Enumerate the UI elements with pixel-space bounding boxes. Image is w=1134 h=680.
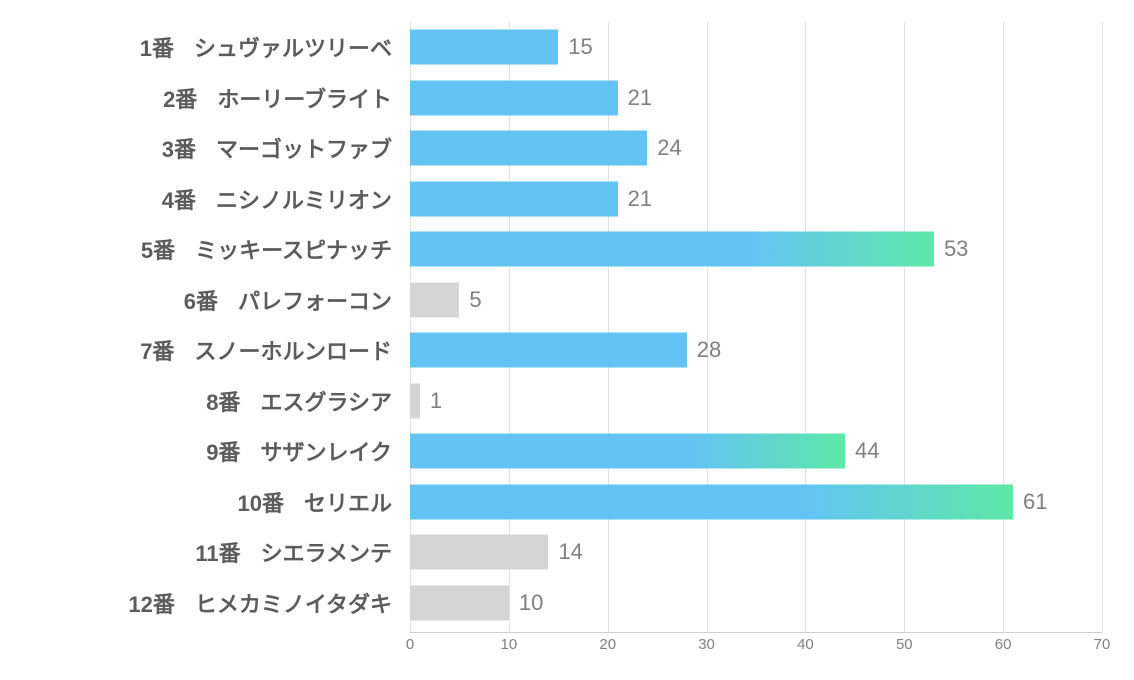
row-name: ミッキースピナッチ xyxy=(195,233,392,265)
bar xyxy=(410,282,459,317)
bar-value-label: 53 xyxy=(944,236,968,262)
bar xyxy=(410,131,647,166)
x-tick-label: 20 xyxy=(599,636,616,653)
bar-row: 7番スノーホルンロード28 xyxy=(410,325,1102,376)
bar-value-label: 14 xyxy=(558,539,582,565)
row-number: 2番 xyxy=(129,82,197,114)
bar-row: 1番シュヴァルツリーベ15 xyxy=(410,22,1102,73)
row-number: 9番 xyxy=(172,435,240,467)
row-label: 2番ホーリーブライト xyxy=(129,73,410,124)
row-number: 10番 xyxy=(216,486,284,518)
row-name: エスグラシア xyxy=(260,385,392,417)
x-tick-label: 0 xyxy=(406,636,414,653)
row-label: 4番ニシノルミリオン xyxy=(128,174,410,225)
row-number: 11番 xyxy=(173,536,241,568)
bar xyxy=(410,232,934,267)
bar-row: 8番エスグラシア1 xyxy=(410,376,1102,427)
row-name: シュヴァルツリーベ xyxy=(194,31,392,63)
bar-row: 3番マーゴットファブ24 xyxy=(410,123,1102,174)
bar xyxy=(410,181,618,216)
row-number: 5番 xyxy=(107,233,175,265)
row-label: 10番セリエル xyxy=(216,477,410,528)
bar-row: 10番セリエル61 xyxy=(410,477,1102,528)
bar-value-label: 21 xyxy=(628,186,652,212)
bar-row: 12番ヒメカミノイタダキ10 xyxy=(410,578,1102,629)
bar xyxy=(410,80,618,115)
row-label: 7番スノーホルンロード xyxy=(106,325,410,376)
bar-value-label: 24 xyxy=(657,135,681,161)
row-name: スノーホルンロード xyxy=(194,334,392,366)
row-label: 5番ミッキースピナッチ xyxy=(107,224,410,275)
bar-row: 4番ニシノルミリオン21 xyxy=(410,174,1102,225)
horizontal-bar-chart: 1番シュヴァルツリーベ152番ホーリーブライト213番マーゴットファブ244番ニ… xyxy=(0,0,1134,680)
bar xyxy=(410,434,845,469)
row-label: 9番サザンレイク xyxy=(172,426,410,477)
x-tick-label: 70 xyxy=(1094,636,1111,653)
row-name: ヒメカミノイタダキ xyxy=(195,587,392,619)
bar xyxy=(410,585,509,620)
bar-row: 11番シエラメンテ14 xyxy=(410,527,1102,578)
bar xyxy=(410,383,420,418)
x-tick-label: 40 xyxy=(797,636,814,653)
x-tick-label: 30 xyxy=(698,636,715,653)
bar-value-label: 28 xyxy=(697,337,721,363)
bar-value-label: 61 xyxy=(1023,489,1047,515)
row-number: 4番 xyxy=(128,183,196,215)
row-number: 12番 xyxy=(107,587,175,619)
row-label: 11番シエラメンテ xyxy=(173,527,410,578)
x-tick-label: 10 xyxy=(501,636,518,653)
bar-value-label: 44 xyxy=(855,438,879,464)
row-name: ニシノルミリオン xyxy=(216,183,392,215)
bar-row: 5番ミッキースピナッチ53 xyxy=(410,224,1102,275)
row-number: 6番 xyxy=(150,284,218,316)
row-number: 7番 xyxy=(106,334,174,366)
x-gridline xyxy=(1102,22,1103,632)
row-label: 8番エスグラシア xyxy=(172,376,410,427)
x-axis-line xyxy=(410,632,1102,633)
row-label: 3番マーゴットファブ xyxy=(128,123,410,174)
row-name: ホーリーブライト xyxy=(217,82,392,114)
row-label: 6番パレフォーコン xyxy=(150,275,410,326)
row-number: 1番 xyxy=(106,31,174,63)
bar-row: 2番ホーリーブライト21 xyxy=(410,73,1102,124)
bar-row: 6番パレフォーコン5 xyxy=(410,275,1102,326)
bar-value-label: 15 xyxy=(568,34,592,60)
bar xyxy=(410,30,558,65)
bar xyxy=(410,484,1013,519)
bar-value-label: 21 xyxy=(628,85,652,111)
bar-row: 9番サザンレイク44 xyxy=(410,426,1102,477)
bar xyxy=(410,333,687,368)
bar xyxy=(410,535,548,570)
row-name: シエラメンテ xyxy=(261,536,392,568)
bar-value-label: 10 xyxy=(519,590,543,616)
row-name: セリエル xyxy=(304,486,392,518)
bar-value-label: 5 xyxy=(469,287,481,313)
x-tick-label: 50 xyxy=(896,636,913,653)
row-name: サザンレイク xyxy=(260,435,392,467)
x-tick-label: 60 xyxy=(995,636,1012,653)
plot-area: 1番シュヴァルツリーベ152番ホーリーブライト213番マーゴットファブ244番ニ… xyxy=(410,22,1102,632)
row-number: 3番 xyxy=(128,132,196,164)
row-label: 1番シュヴァルツリーベ xyxy=(106,22,410,73)
row-name: マーゴットファブ xyxy=(216,132,392,164)
row-label: 12番ヒメカミノイタダキ xyxy=(107,578,410,629)
bar-value-label: 1 xyxy=(430,388,442,414)
row-name: パレフォーコン xyxy=(238,284,392,316)
row-number: 8番 xyxy=(172,385,240,417)
